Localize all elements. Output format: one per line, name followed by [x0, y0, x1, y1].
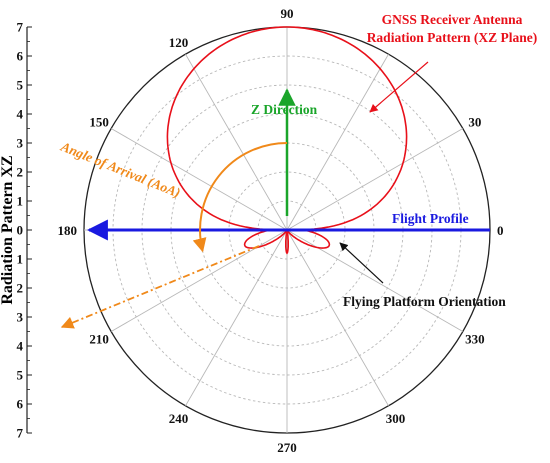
radial-line	[110, 229, 288, 332]
y-tick-label: 3	[17, 136, 24, 151]
aoa-arc-arrow	[192, 142, 288, 253]
angle-of-arrival-label: Angle of Arrival (AoA)	[58, 138, 183, 200]
angle-label-150: 150	[89, 115, 109, 130]
angle-label-90: 90	[281, 6, 294, 21]
y-tick-label: 5	[17, 78, 24, 93]
y-tick-label: 3	[17, 310, 24, 325]
y-tick-label: 1	[17, 194, 24, 209]
angle-label-330: 330	[465, 332, 485, 347]
y-tick-label: 7	[17, 20, 24, 35]
angle-label-270: 270	[277, 440, 297, 455]
angle-label-120: 120	[169, 35, 189, 50]
angle-label-30: 30	[468, 115, 481, 130]
annotation-arrows	[60, 61, 490, 329]
orientation-pointer-arrow	[339, 242, 384, 284]
y-tick-label: 4	[17, 107, 24, 122]
angle-label-210: 210	[89, 332, 109, 347]
radial-line	[286, 128, 464, 231]
platform-orientation-label: Flying Platform Orientation	[343, 294, 506, 309]
radial-line	[286, 229, 464, 332]
y-tick-label: 4	[17, 339, 24, 354]
pattern-title-line2: Radiation Pattern (XZ Plane)	[367, 30, 538, 45]
y-tick-label: 2	[17, 281, 24, 296]
flight-profile-label: Flight Profile	[392, 211, 469, 226]
pattern-pointer-arrow	[369, 61, 429, 113]
y-tick-label: 6	[17, 397, 24, 412]
y-tick-label: 7	[17, 426, 24, 441]
y-tick-label: 2	[17, 165, 24, 180]
radial-line	[110, 128, 288, 231]
y-axis: 7 6 5 4 3 2 1 0 1 2 3 4 5 6 7	[17, 20, 32, 441]
angle-label-0: 0	[497, 223, 504, 238]
pattern-title-line1: GNSS Receiver Antenna	[382, 12, 523, 27]
y-tick-label: 5	[17, 368, 24, 383]
angle-labels: 0 30 90 120 150 180 210 240 270 300 330	[58, 6, 504, 455]
radial-line	[185, 53, 288, 231]
y-tick-label: 1	[17, 252, 24, 267]
y-axis-title: Radiation Pattern XZ	[0, 155, 16, 304]
y-tick-label: 0	[17, 223, 24, 238]
aoa-direction-arrow	[60, 245, 260, 329]
angle-label-180: 180	[58, 223, 78, 238]
angle-label-240: 240	[169, 411, 189, 426]
angle-label-300: 300	[386, 411, 406, 426]
radial-line	[286, 229, 389, 407]
y-tick-label: 6	[17, 49, 24, 64]
z-direction-label: Z Direction	[251, 102, 318, 117]
radial-line	[185, 229, 288, 407]
radial-line	[286, 53, 389, 231]
